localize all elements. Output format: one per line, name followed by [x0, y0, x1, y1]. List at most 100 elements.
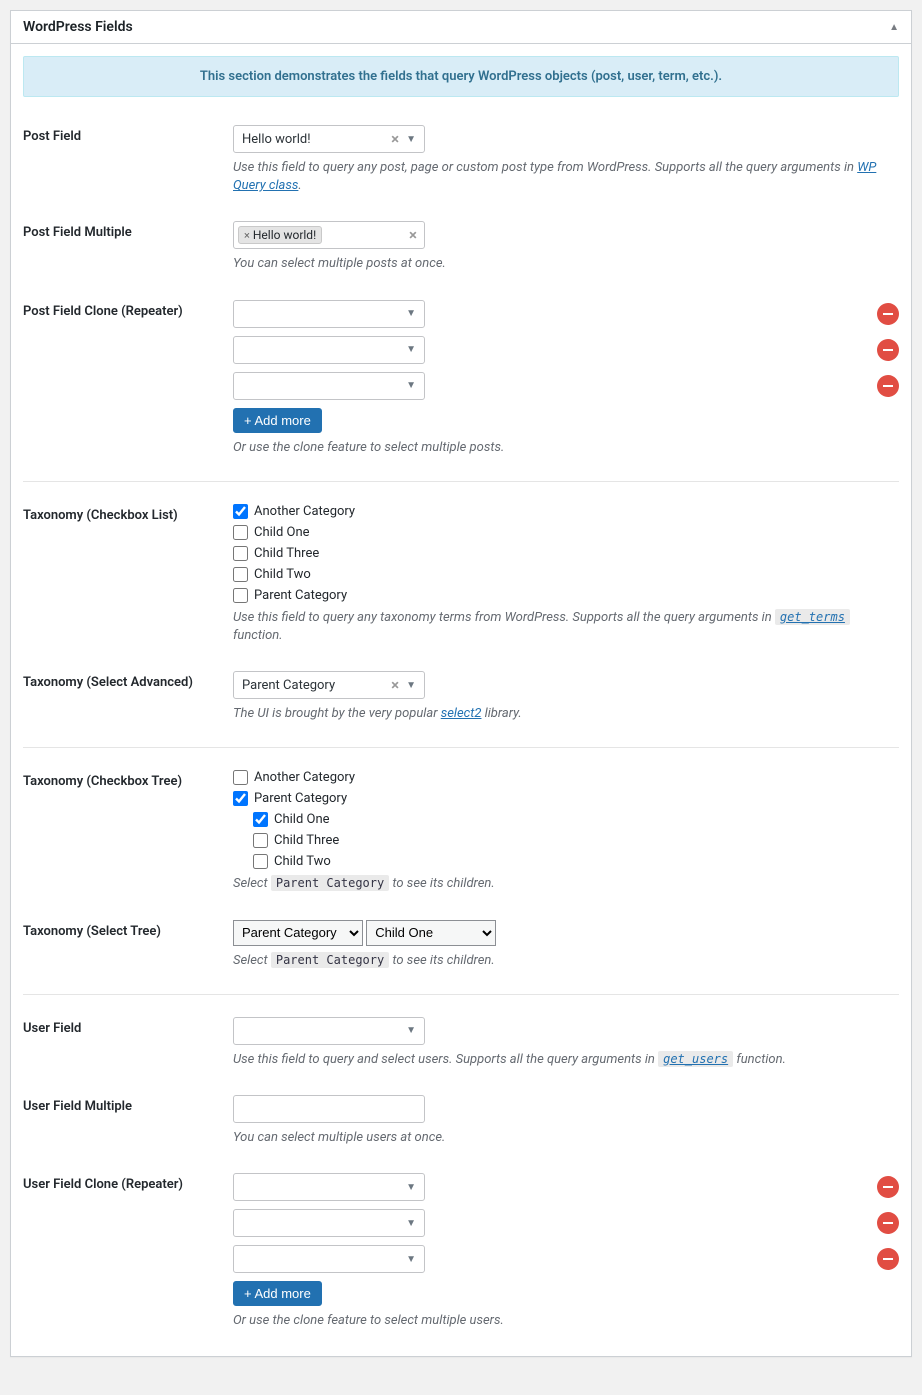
chip-remove-icon[interactable]: × — [244, 229, 250, 242]
checkbox-input[interactable] — [253, 854, 268, 869]
checkbox-input[interactable] — [233, 546, 248, 561]
clone-select[interactable]: ▼ — [233, 1209, 425, 1237]
tree-node: Child One — [253, 812, 899, 827]
checkbox-input[interactable] — [233, 588, 248, 603]
chevron-down-icon: ▼ — [402, 1218, 420, 1229]
clone-select[interactable]: ▼ — [233, 336, 425, 364]
field-taxonomy-select-tree: Taxonomy (Select Tree) Parent Category C… — [23, 908, 899, 984]
user-field-desc: Use this field to query and select users… — [233, 1051, 899, 1069]
metabox-title: WordPress Fields — [23, 19, 133, 35]
tax-checkbox-desc: Use this field to query any taxonomy ter… — [233, 609, 899, 645]
checkbox-option: Child Three — [233, 546, 899, 561]
tax-seladv-desc: The UI is brought by the very popular se… — [233, 705, 899, 723]
remove-button[interactable] — [877, 1176, 899, 1198]
clear-icon[interactable]: × — [388, 676, 402, 694]
tree-node: Child Three — [253, 833, 899, 848]
user-multi-desc: You can select multiple users at once. — [233, 1129, 899, 1147]
user-field-select[interactable]: ▼ — [233, 1017, 425, 1045]
post-clone-label: Post Field Clone (Repeater) — [23, 300, 233, 319]
post-multi-desc: You can select multiple posts at once. — [233, 255, 899, 273]
tree-node-label: Another Category — [254, 770, 355, 785]
tree-node-label: Child Two — [274, 854, 331, 869]
checkbox-label: Child Two — [254, 567, 311, 582]
chevron-down-icon: ▼ — [402, 344, 420, 355]
divider — [23, 747, 899, 748]
get-users-link[interactable]: get_users — [658, 1051, 733, 1067]
chevron-down-icon: ▼ — [402, 680, 420, 691]
user-field-label: User Field — [23, 1017, 233, 1036]
collapse-toggle-icon[interactable]: ▲ — [889, 22, 899, 33]
post-multi-select[interactable]: ×Hello world! × — [233, 221, 425, 249]
user-multi-input[interactable] — [233, 1095, 425, 1123]
minus-icon — [883, 1258, 893, 1260]
tree-node: Another Category — [233, 770, 899, 785]
field-post-clone: Post Field Clone (Repeater) ▼ ▼ ▼ + Add mo… — [23, 288, 899, 471]
checkbox-input[interactable] — [233, 525, 248, 540]
checkbox-label: Another Category — [254, 504, 355, 519]
minus-icon — [883, 313, 893, 315]
chevron-down-icon: ▼ — [402, 380, 420, 391]
remove-button[interactable] — [877, 1212, 899, 1234]
tax-seltree-select2[interactable]: Child One — [366, 920, 496, 946]
field-post-multiple: Post Field Multiple ×Hello world! × You … — [23, 209, 899, 287]
select2-link[interactable]: select2 — [441, 706, 482, 721]
post-field-select[interactable]: Hello world! × ▼ — [233, 125, 425, 153]
add-more-button[interactable]: + Add more — [233, 1281, 322, 1306]
clone-select[interactable]: ▼ — [233, 1173, 425, 1201]
tree-node: Child Two — [253, 854, 899, 869]
chevron-down-icon: ▼ — [402, 134, 420, 145]
checkbox-input[interactable] — [233, 770, 248, 785]
clone-row: ▼ — [233, 372, 899, 400]
checkbox-option: Another Category — [233, 504, 899, 519]
minus-icon — [883, 385, 893, 387]
chevron-down-icon: ▼ — [402, 308, 420, 319]
tax-seltree-desc: Select Parent Category to see its childr… — [233, 952, 899, 970]
clear-icon[interactable]: × — [388, 130, 402, 148]
remove-button[interactable] — [877, 375, 899, 397]
checkbox-input[interactable] — [233, 791, 248, 806]
user-clone-label: User Field Clone (Repeater) — [23, 1173, 233, 1192]
get-terms-link[interactable]: get_terms — [775, 609, 850, 625]
post-clone-desc: Or use the clone feature to select multi… — [233, 439, 899, 457]
field-user-clone: User Field Clone (Repeater) ▼ ▼ ▼ + Add mo… — [23, 1161, 899, 1344]
remove-button[interactable] — [877, 339, 899, 361]
minus-icon — [883, 1186, 893, 1188]
clone-row: ▼ — [233, 1173, 899, 1201]
metabox-header: WordPress Fields ▲ — [11, 11, 911, 44]
checkbox-input[interactable] — [253, 812, 268, 827]
tax-tree-desc: Select Parent Category to see its childr… — [233, 875, 899, 893]
tax-seltree-label: Taxonomy (Select Tree) — [23, 920, 233, 939]
clone-row: ▼ — [233, 1209, 899, 1237]
checkbox-input[interactable] — [233, 567, 248, 582]
clone-row: ▼ — [233, 300, 899, 328]
checkbox-option: Child One — [233, 525, 899, 540]
remove-button[interactable] — [877, 303, 899, 325]
metabox-body: This section demonstrates the fields tha… — [11, 44, 911, 1356]
divider — [23, 481, 899, 482]
post-multi-label: Post Field Multiple — [23, 221, 233, 240]
checkbox-option: Child Two — [233, 567, 899, 582]
remove-button[interactable] — [877, 1248, 899, 1270]
checkbox-input[interactable] — [233, 504, 248, 519]
tax-seltree-select1[interactable]: Parent Category — [233, 920, 363, 946]
wordpress-fields-metabox: WordPress Fields ▲ This section demonstr… — [10, 10, 912, 1357]
divider — [23, 994, 899, 995]
clone-select[interactable]: ▼ — [233, 1245, 425, 1273]
user-multi-label: User Field Multiple — [23, 1095, 233, 1114]
clone-select[interactable]: ▼ — [233, 372, 425, 400]
post-chip: ×Hello world! — [238, 226, 322, 244]
minus-icon — [883, 349, 893, 351]
post-field-label: Post Field — [23, 125, 233, 144]
tax-checkbox-label: Taxonomy (Checkbox List) — [23, 504, 233, 523]
tree-node-label: Child One — [274, 812, 330, 827]
tree-node-label: Child Three — [274, 833, 339, 848]
info-notice: This section demonstrates the fields tha… — [23, 56, 899, 97]
tree-node: Parent Category — [233, 791, 899, 806]
chevron-down-icon: ▼ — [402, 1025, 420, 1036]
checkbox-input[interactable] — [253, 833, 268, 848]
clone-select[interactable]: ▼ — [233, 300, 425, 328]
tax-seladv-select[interactable]: Parent Category × ▼ — [233, 671, 425, 699]
add-more-button[interactable]: + Add more — [233, 408, 322, 433]
clear-icon[interactable]: × — [406, 226, 420, 244]
field-taxonomy-select-advanced: Taxonomy (Select Advanced) Parent Catego… — [23, 659, 899, 737]
